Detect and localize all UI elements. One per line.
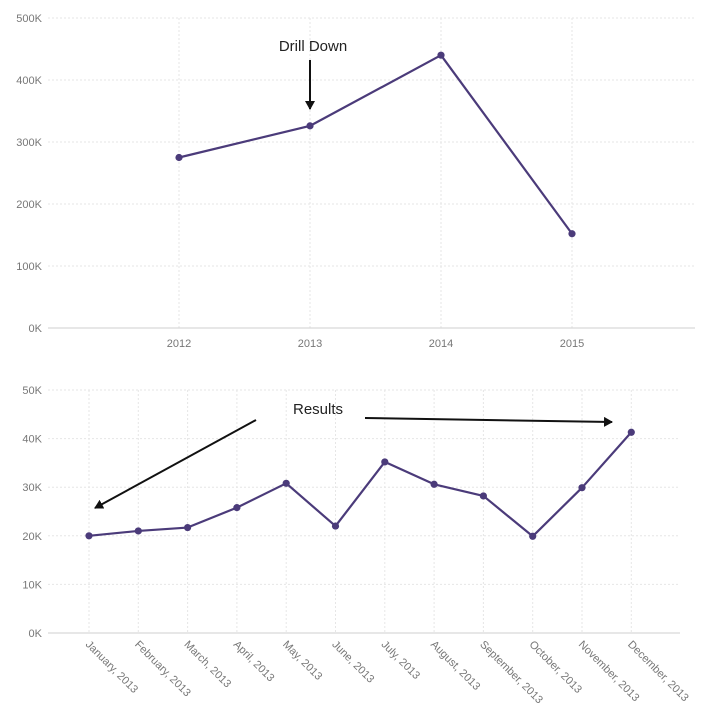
chart-1-x-tick-label: 2012 [167,338,191,350]
chart-1-y-axis: 0K 100K 200K 300K 400K 500K [16,13,42,335]
chart-2-series [85,428,635,540]
chart-1-data-point [568,230,576,238]
chart-2-y-tick-label: 30K [22,482,42,494]
chart-2: 0K 10K 20K 30K 40K 50K January, 2013February,… [22,385,690,706]
chart-2-data-point [282,479,290,487]
chart-2-y-tick-label: 10K [22,579,42,591]
chart-2-data-point [627,428,635,436]
chart-2-y-tick-label: 20K [22,531,42,543]
chart-2-x-tick-label: March, 2013 [181,639,233,691]
results-arrow-right [364,416,613,427]
chart-2-data-point [233,504,241,512]
chart-2-gridlines [48,389,680,633]
chart-1-series-line [178,54,573,235]
chart-1-y-tick-label: 400K [16,75,42,87]
chart-1-x-tick-label: 2013 [298,338,322,350]
chart-2-y-axis: 0K 10K 20K 30K 40K 50K [22,385,42,640]
chart-1-x-tick-label: 2015 [560,338,584,350]
chart-2-data-point [479,492,487,500]
chart-2-data-point [430,480,438,488]
chart-1-y-tick-label: 500K [16,13,42,25]
chart-1-data-point [175,153,183,162]
chart-1-series [175,51,576,238]
chart-2-data-point [578,484,586,492]
chart-1-y-tick-label: 300K [16,137,42,149]
chart-1-y-tick-label: 100K [16,261,42,273]
chart-2-data-point [381,458,389,466]
chart-1-data-point [437,51,445,59]
chart-2-x-tick-label: June, 2013 [329,639,376,686]
chart-2-y-tick-label: 40K [22,434,42,446]
chart-2-data-point [529,532,537,540]
chart-2-x-tick-label: May, 2013 [280,639,324,683]
chart-2-x-tick-label: August, 2013 [428,639,482,693]
results-arrow-left [94,419,257,509]
chart-1-x-tick-label: 2014 [429,338,453,350]
chart-2-data-point [85,532,93,540]
chart-2-annotation: Results [293,401,343,418]
chart-1-x-axis: 2012 2013 2014 2015 [167,338,584,350]
chart-2-x-tick-label: April, 2013 [231,639,277,685]
chart-2-y-tick-label: 0K [29,628,43,640]
chart-2-data-point [184,523,192,532]
chart-2-y-tick-label: 50K [22,385,42,397]
chart-2-data-point [331,522,340,530]
chart-1-y-tick-label: 0K [29,323,43,335]
chart-2-series-line [88,431,633,538]
chart-1-y-tick-label: 200K [16,199,42,211]
chart-2-data-point [134,527,142,535]
chart-1-gridlines [48,17,695,328]
chart-2-x-tick-label: July, 2013 [379,639,422,682]
chart-1-annotation: Drill Down [279,38,347,55]
chart-1-data-point [306,122,314,130]
chart-2-x-tick-label: January, 2013 [83,639,140,696]
